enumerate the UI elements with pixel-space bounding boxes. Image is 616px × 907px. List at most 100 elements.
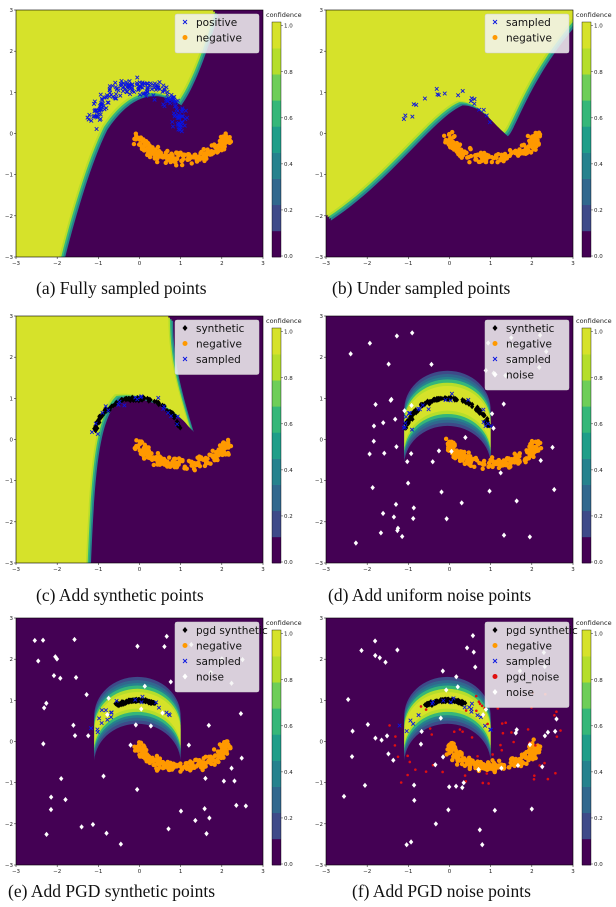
point-negative [467,762,473,768]
point-positive [173,112,178,118]
x-tick-label: −1 [94,567,102,573]
point-sampled [430,701,435,706]
point-pgd_noise [474,694,478,698]
point-negative [441,133,447,139]
point-pgd_noise [501,731,505,735]
point-negative [197,463,203,469]
point-positive [177,124,182,129]
colorbar-segment [582,432,591,459]
x-tick-label: 1 [489,261,493,267]
colorbar-segment [272,786,281,814]
point-negative [179,767,185,772]
point-noise [36,658,41,664]
point-negative [488,765,494,770]
point-noise [341,793,347,800]
point-noise [372,638,378,644]
point-positive [141,82,146,88]
x-tick-label: 2 [220,567,224,573]
colorbar-segment [582,734,591,761]
colorbar-segment [272,760,281,787]
point-pgd_noise [424,770,428,773]
point-negative [467,160,472,165]
point-sampled [420,403,425,408]
point-positive [104,106,109,111]
point-synthetic [408,416,413,423]
point-negative [454,762,460,767]
point-noise [409,402,414,409]
point-negative [191,466,197,472]
point-noise [383,659,388,665]
point-negative [223,135,228,141]
point-negative [459,761,465,767]
point-negative [154,454,159,460]
colorbar-tick-label: 0.6 [594,422,603,428]
point-negative [223,451,229,457]
point-negative [462,461,468,467]
x-tick-label: 0 [448,261,452,267]
legend-marker [182,19,188,25]
point-sampled [466,397,471,403]
colorbar-tick-label: 1.0 [594,330,603,336]
point-positive [114,87,120,92]
point-sampled [88,726,94,731]
point-pgd_noise [399,781,403,784]
point-negative [189,161,194,166]
y-tick-label: 0 [10,132,14,138]
point-positive [149,87,154,92]
y-tick-label: −2 [315,520,323,526]
point-sampled [411,721,416,726]
point-negative [147,760,152,766]
x-tick-label: 1 [489,567,493,573]
colorbar-segment [272,708,281,735]
point-negative [457,458,463,464]
point-negative [182,152,188,158]
caption-a: (a) Fully sampled points [36,278,207,298]
legend-box [484,319,570,391]
point-negative [517,458,522,463]
point-noise [207,815,212,821]
point-noise [142,683,147,689]
point-noise [104,830,109,836]
point-negative [133,137,138,142]
x-tick-label: 3 [571,869,575,875]
point-noise [480,842,485,848]
point-sampled [103,404,108,409]
point-negative [149,455,154,461]
colorbar-segment [582,510,591,538]
y-tick-label: 0 [320,740,324,746]
point-pgd_noise [406,754,409,758]
y-tick-label: 2 [320,355,324,361]
chart-panel-c: −3 −2 −1 0 1 2 3 −3 −2 −1 0 1 2 3 synthetic negative sam… [2,310,308,573]
point-noise [71,722,76,728]
point-noise [430,459,435,465]
point-positive [89,118,94,123]
point-pgd-synthetic [116,702,122,709]
point-negative [133,131,139,136]
legend-label: sampled [506,17,551,29]
point-noise [350,728,355,734]
y-tick-label: −1 [5,173,13,179]
point-sampled [140,694,145,699]
y-tick-label: 0 [10,740,14,746]
point-sampled [416,713,421,718]
point-synthetic [129,395,135,402]
point-negative [499,460,504,465]
point-negative [155,461,161,466]
colorbar-segment [272,126,281,153]
point-sampled [99,720,104,726]
point-sampled [154,700,159,705]
point-negative [213,449,219,455]
colorbar-segment [582,786,591,814]
point-noise [53,654,58,660]
point-noise [436,448,442,454]
point-noise [554,716,559,722]
point-positive [92,108,98,113]
point-positive [121,81,126,86]
point-noise [527,741,533,748]
point-sampled [99,708,104,713]
colorbar-tick-label: 0.0 [594,254,603,260]
point-noise [473,664,478,670]
point-noise [90,821,96,828]
point-negative [522,752,528,758]
y-tick-label: 0 [320,132,324,138]
